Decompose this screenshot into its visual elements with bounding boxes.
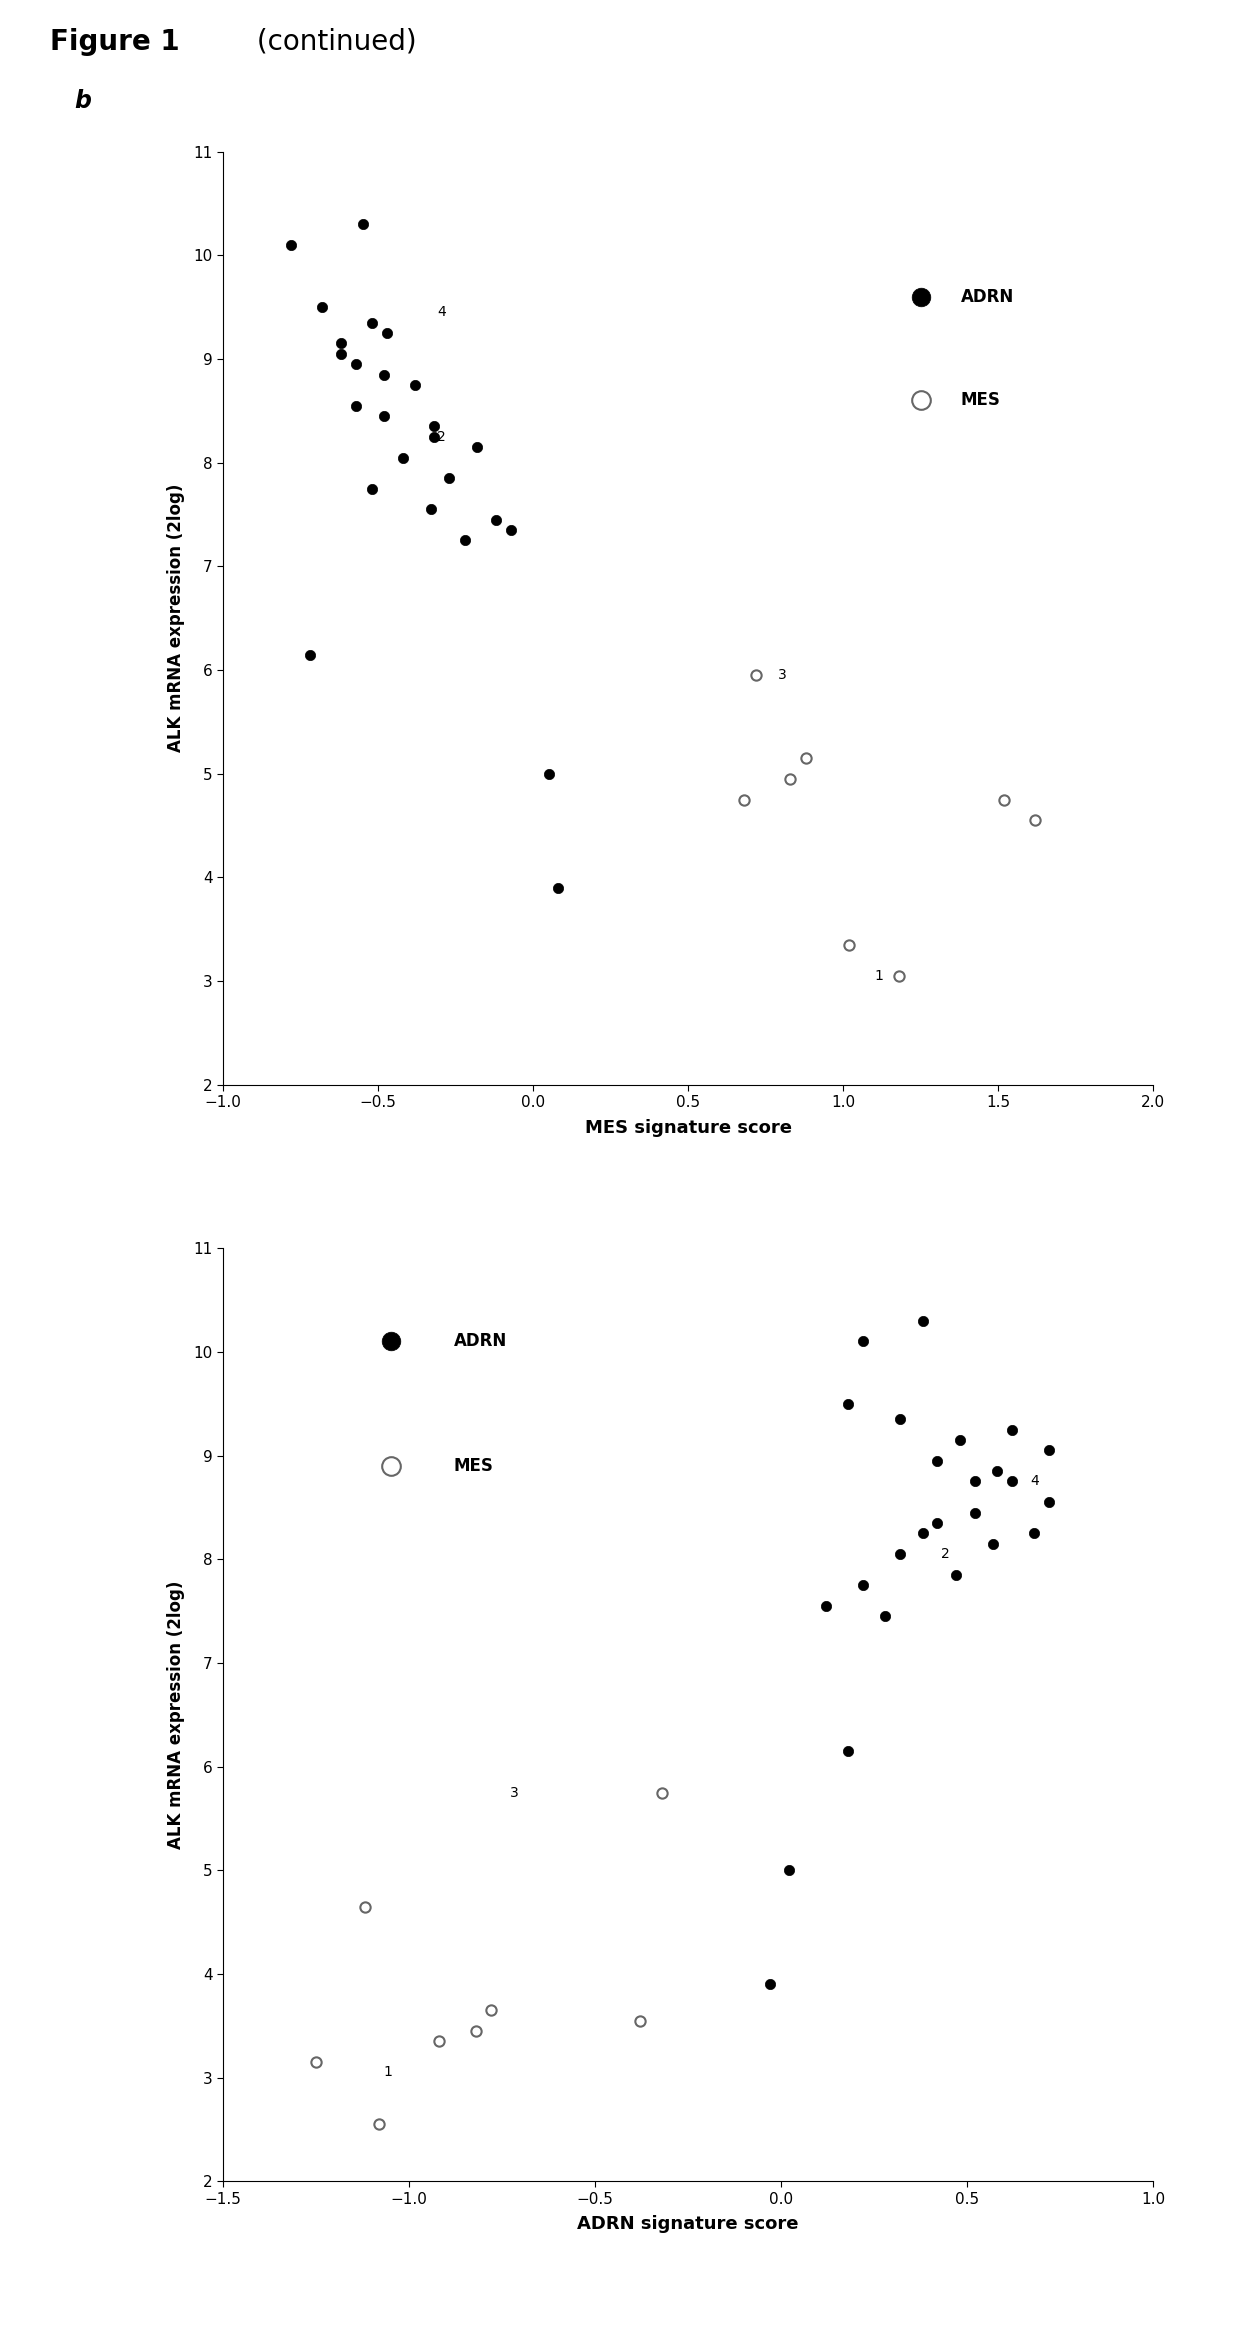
Point: [300, 637, 320, 674]
Y-axis label: ALK mRNA expression (2log): ALK mRNA expression (2log): [167, 1579, 185, 1850]
Point: [928, 1442, 947, 1479]
Point: [779, 1852, 799, 1890]
Text: 4: 4: [436, 306, 446, 320]
Text: b: b: [74, 89, 92, 112]
Point: [306, 2044, 326, 2081]
Point: [466, 2013, 486, 2051]
Point: [838, 1733, 858, 1771]
Point: [734, 782, 754, 819]
Point: [331, 336, 351, 373]
Text: 2: 2: [941, 1547, 950, 1561]
Point: [405, 366, 425, 404]
X-axis label: MES signature score: MES signature score: [585, 1118, 791, 1136]
Point: [424, 418, 444, 455]
Point: [355, 1887, 374, 1925]
Point: [853, 1323, 873, 1360]
Y-axis label: ALK mRNA expression (2log): ALK mRNA expression (2log): [167, 483, 185, 754]
Point: [281, 226, 301, 264]
Point: [374, 397, 394, 434]
Point: [1002, 1411, 1022, 1449]
Point: [501, 511, 521, 548]
Point: [377, 315, 397, 352]
Point: [630, 2002, 650, 2039]
Text: 2: 2: [436, 429, 446, 443]
Point: [346, 345, 366, 383]
Point: [796, 740, 816, 777]
Point: [987, 1453, 1007, 1491]
Point: [381, 1446, 401, 1484]
Point: [486, 502, 506, 539]
Point: [816, 1586, 836, 1624]
Point: [910, 383, 930, 420]
Point: [420, 490, 440, 527]
Point: [346, 387, 366, 425]
Point: [760, 1967, 780, 2004]
Point: [1025, 803, 1045, 840]
Point: [889, 957, 909, 994]
Point: [362, 469, 382, 506]
Point: [965, 1493, 985, 1530]
Point: [652, 1773, 672, 1810]
Text: 1: 1: [874, 968, 883, 982]
Point: [913, 1514, 932, 1551]
Text: 3: 3: [777, 667, 787, 681]
Text: 4: 4: [1030, 1474, 1039, 1488]
Point: [946, 1556, 966, 1593]
Point: [890, 1400, 910, 1437]
Point: [950, 1421, 970, 1458]
Point: [780, 761, 800, 798]
Point: [983, 1526, 1003, 1563]
Point: [352, 205, 372, 243]
Text: ADRN: ADRN: [961, 287, 1014, 306]
Point: [429, 2023, 449, 2060]
Point: [424, 408, 444, 446]
Point: [839, 926, 859, 964]
Text: Figure 1: Figure 1: [50, 28, 180, 56]
Text: (continued): (continued): [248, 28, 417, 56]
Point: [455, 523, 475, 560]
Text: 3: 3: [510, 1785, 518, 1799]
Point: [331, 324, 351, 362]
Point: [890, 1535, 910, 1572]
Point: [875, 1598, 895, 1635]
Point: [1039, 1432, 1059, 1470]
Point: [928, 1505, 947, 1542]
Point: [910, 278, 930, 315]
Point: [374, 357, 394, 394]
Point: [1039, 1484, 1059, 1521]
Text: ADRN: ADRN: [454, 1332, 507, 1351]
Point: [965, 1463, 985, 1500]
Point: [913, 1302, 932, 1339]
Point: [1002, 1463, 1022, 1500]
Point: [994, 782, 1014, 819]
Point: [538, 756, 558, 793]
Point: [838, 1386, 858, 1423]
Point: [1024, 1514, 1044, 1551]
Text: MES: MES: [961, 392, 1001, 411]
Point: [362, 303, 382, 341]
X-axis label: ADRN signature score: ADRN signature score: [578, 2214, 799, 2233]
Point: [548, 870, 568, 908]
Text: 1: 1: [383, 2065, 392, 2079]
Text: MES: MES: [454, 1456, 494, 1474]
Point: [381, 1323, 401, 1360]
Point: [467, 429, 487, 467]
Point: [481, 1992, 501, 2030]
Point: [439, 460, 459, 497]
Point: [370, 2107, 389, 2144]
Point: [853, 1565, 873, 1603]
Point: [746, 656, 766, 693]
Point: [312, 289, 332, 327]
Point: [393, 439, 413, 476]
